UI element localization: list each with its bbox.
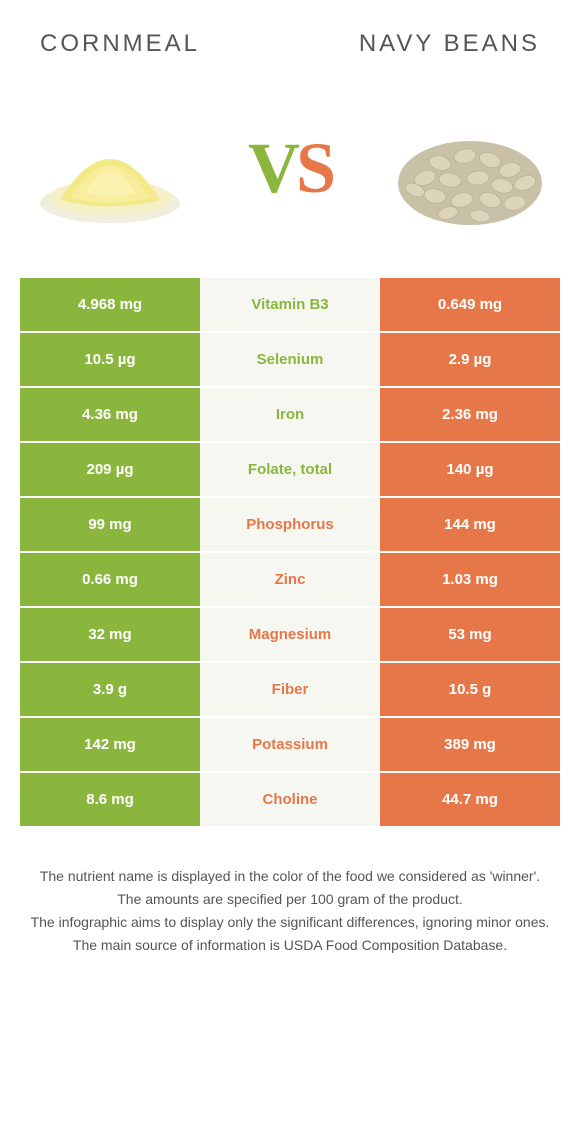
footer-line-2: The amounts are specified per 100 gram o… [30,889,550,910]
footer-line-1: The nutrient name is displayed in the co… [30,866,550,887]
left-value: 10.5 µg [20,333,200,386]
right-value: 0.649 mg [380,278,560,331]
left-value: 99 mg [20,498,200,551]
table-row: 10.5 µgSelenium2.9 µg [20,331,560,386]
nutrient-name: Potassium [200,718,380,771]
vs-row: VS [0,68,580,278]
vs-v: V [248,128,296,208]
table-row: 4.36 mgIron2.36 mg [20,386,560,441]
header: Cornmeal Navy Beans [0,0,580,68]
nutrient-name: Zinc [200,553,380,606]
table-row: 3.9 gFiber10.5 g [20,661,560,716]
nutrient-name: Folate, total [200,443,380,496]
left-value: 4.968 mg [20,278,200,331]
table-row: 99 mgPhosphorus144 mg [20,496,560,551]
title-left: Cornmeal [40,30,200,58]
nutrient-name: Magnesium [200,608,380,661]
nutrient-table: 4.968 mgVitamin B30.649 mg10.5 µgSeleniu… [20,278,560,826]
vs-s: S [296,128,332,208]
right-value: 2.36 mg [380,388,560,441]
nutrient-name: Iron [200,388,380,441]
right-value: 44.7 mg [380,773,560,826]
left-value: 142 mg [20,718,200,771]
right-value: 2.9 µg [380,333,560,386]
table-row: 142 mgPotassium389 mg [20,716,560,771]
nutrient-name: Selenium [200,333,380,386]
table-row: 4.968 mgVitamin B30.649 mg [20,278,560,331]
left-value: 3.9 g [20,663,200,716]
table-row: 209 µgFolate, total140 µg [20,441,560,496]
right-value: 389 mg [380,718,560,771]
left-value: 8.6 mg [20,773,200,826]
navy-beans-image [390,108,550,228]
left-value: 0.66 mg [20,553,200,606]
right-value: 10.5 g [380,663,560,716]
nutrient-name: Phosphorus [200,498,380,551]
nutrient-name: Fiber [200,663,380,716]
left-value: 32 mg [20,608,200,661]
footer-notes: The nutrient name is displayed in the co… [0,826,580,956]
table-row: 0.66 mgZinc1.03 mg [20,551,560,606]
nutrient-name: Vitamin B3 [200,278,380,331]
right-value: 140 µg [380,443,560,496]
left-value: 4.36 mg [20,388,200,441]
vs-label: VS [248,127,332,210]
table-row: 8.6 mgCholine44.7 mg [20,771,560,826]
nutrient-name: Choline [200,773,380,826]
footer-line-3: The infographic aims to display only the… [30,912,550,933]
cornmeal-image [30,108,190,228]
right-value: 1.03 mg [380,553,560,606]
right-value: 53 mg [380,608,560,661]
left-value: 209 µg [20,443,200,496]
title-right: Navy Beans [359,30,540,58]
right-value: 144 mg [380,498,560,551]
footer-line-4: The main source of information is USDA F… [30,935,550,956]
table-row: 32 mgMagnesium53 mg [20,606,560,661]
